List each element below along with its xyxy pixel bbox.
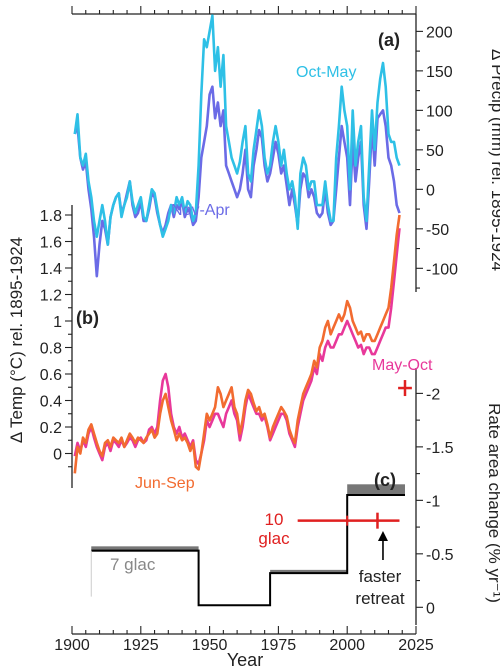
x-tick-label: 1950 [192, 637, 228, 654]
panel-a-y-tick-label: 50 [426, 143, 444, 160]
series-label-may-oct: May-Oct [372, 357, 433, 374]
arrow-head [377, 531, 388, 541]
panel-b-y-tick-label: 0.8 [40, 341, 62, 358]
panel-b-y-tick-label: 0.6 [40, 367, 62, 384]
panel-b-y-tick-label: 0 [53, 447, 62, 464]
step-line [91, 494, 405, 607]
panel-b-y-tick-label: 1 [53, 314, 62, 331]
annotation-retreat: retreat [355, 589, 404, 608]
xlabel-year: Year [227, 650, 263, 670]
ylabel-rate: Rate area change (% yr⁻¹) [485, 403, 500, 603]
panel-c-y-tick-label: -2 [426, 386, 440, 403]
step-band [347, 484, 405, 495]
step-band [91, 546, 199, 552]
annotation-10: 10 [265, 510, 284, 529]
ylabel-precip: Δ Precip (mm) rel. 1895-1924 [488, 49, 500, 271]
panel-b-label: (b) [76, 308, 99, 328]
series-label-jun-sep: Jun-Sep [135, 475, 195, 492]
x-tick-label: 1900 [54, 637, 90, 654]
panel-a-label: (a) [378, 30, 400, 50]
panel-c-y-tick-label: -1.5 [426, 440, 454, 457]
annotation-faster: faster [359, 567, 402, 586]
panel-c-label: (c) [374, 470, 396, 490]
panel-c-y-tick-label: -0.5 [426, 547, 454, 564]
panel-b-y-tick-label: 0.4 [40, 394, 62, 411]
annotation-10-glac: glac [258, 529, 290, 548]
x-axis: 1900 1925 1950 1975 2000 2025 [54, 626, 434, 654]
panel-a-y-tick-label: 100 [426, 103, 453, 120]
panel-b-y-tick-label: 1.6 [40, 235, 62, 252]
panel-b-y-tick-label: 1.4 [40, 261, 62, 278]
panel-a-y-tick-label: 0 [426, 182, 435, 199]
panel-b-y-tick-label: 1.8 [40, 208, 62, 225]
annotation-7-glac: 7 glac [110, 555, 156, 574]
panel-a-y-tick-label: 150 [426, 64, 453, 81]
series-label-oct-may: Oct-May [296, 64, 356, 81]
panel-b: 0 0.2 0.4 0.6 0.8 1 1.2 1.4 1.6 1.8 [40, 205, 401, 488]
panel-a-y-tick-label: 200 [426, 24, 453, 41]
x-tick-label: 2025 [398, 637, 434, 654]
series-line-oct-may [73, 14, 401, 246]
series-label-nov-apr: Nov-Apr [171, 202, 230, 219]
panel-b-y-tick-label: 1.2 [40, 288, 62, 305]
panel-c-y-tick-label: 0 [426, 600, 435, 617]
x-tick-label: 2000 [329, 637, 365, 654]
series-line-may-oct [73, 228, 401, 466]
x-tick-label: 1975 [261, 637, 297, 654]
panel-c-y-tick-label: -1 [426, 493, 440, 510]
panel-c: 0 -0.5 -1 -1.5 -2 [90, 368, 454, 625]
series-line-jun-sep [73, 214, 401, 474]
ylabel-temp: Δ Temp (°C) rel. 1895-1924 [7, 237, 26, 443]
step-band [270, 569, 348, 574]
panel-a-y-tick-label: -100 [426, 261, 458, 278]
panel-a: -100 -50 0 50 100 150 200 [71, 6, 458, 292]
panel-b-y-tick-label: 0.2 [40, 420, 62, 437]
x-tick-label: 1925 [123, 637, 159, 654]
panel-a-y-tick-label: -50 [426, 222, 449, 239]
